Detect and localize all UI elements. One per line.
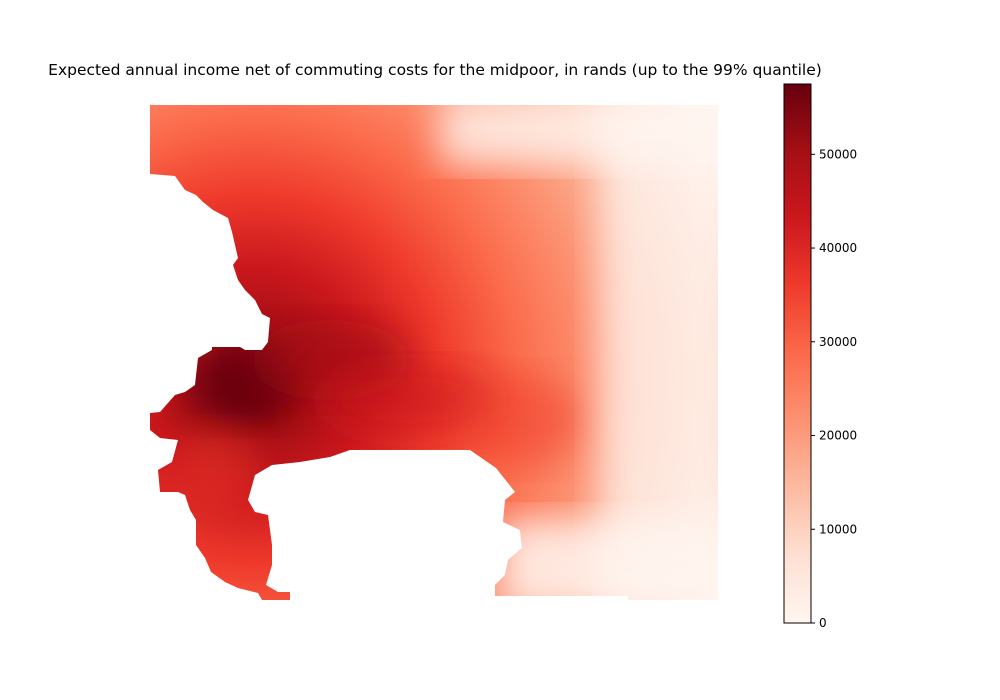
colorbar-tick-label: 10000 xyxy=(819,522,857,536)
colorbar-tick-label: 40000 xyxy=(819,241,857,255)
map-layer xyxy=(140,95,740,610)
colorbar-gradient xyxy=(784,84,811,623)
colorbar-tick-label: 50000 xyxy=(819,147,857,161)
colorbar-ticks: 0 10000 20000 30000 40000 50000 xyxy=(811,147,857,630)
colorbar: 0 10000 20000 30000 40000 50000 xyxy=(784,84,857,630)
colorbar-tick-label: 20000 xyxy=(819,429,857,443)
southeastern-fade xyxy=(500,520,730,610)
peninsula-hotspot xyxy=(170,430,260,510)
colorbar-tick-label: 30000 xyxy=(819,335,857,349)
colorbar-tick-label: 0 xyxy=(819,616,827,630)
northern-fade xyxy=(440,95,740,165)
southeast-hotspot xyxy=(460,375,580,465)
